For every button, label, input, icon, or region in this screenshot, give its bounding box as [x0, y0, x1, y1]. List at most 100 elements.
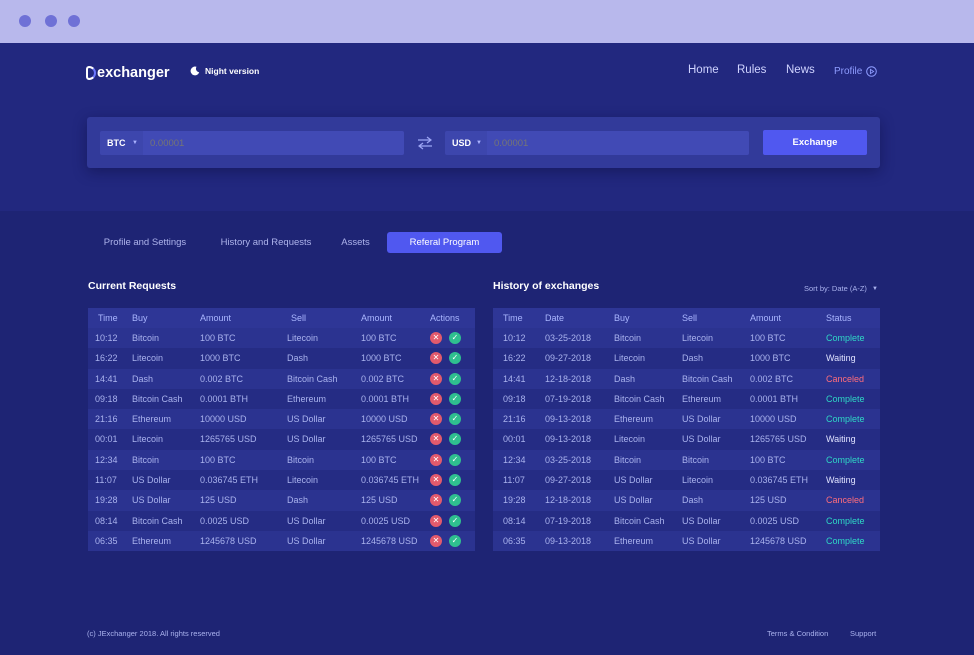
- confirm-request-icon[interactable]: ✓: [449, 433, 461, 446]
- cancel-request-icon[interactable]: ✕: [430, 514, 442, 527]
- exchange-button[interactable]: Exchange: [763, 130, 867, 155]
- night-version-toggle[interactable]: Night version: [190, 66, 259, 76]
- support-link[interactable]: Support: [850, 629, 877, 638]
- cancel-request-icon[interactable]: ✕: [430, 494, 442, 507]
- table-cell: Bitcoin Cash: [682, 373, 733, 384]
- swap-icon[interactable]: [417, 136, 433, 150]
- confirm-request-icon[interactable]: ✓: [449, 494, 461, 507]
- table-cell: Dash: [682, 495, 704, 506]
- confirm-request-icon[interactable]: ✓: [449, 392, 461, 405]
- logo-text: exchanger: [97, 65, 170, 81]
- cancel-request-icon[interactable]: ✕: [430, 413, 442, 426]
- cancel-request-icon[interactable]: ✕: [430, 372, 442, 385]
- table-cell: 1265765 USD: [200, 434, 257, 445]
- status-badge: Complete: [826, 393, 865, 404]
- tab-history-requests[interactable]: History and Requests: [220, 237, 312, 248]
- maximize-window-button[interactable]: [68, 15, 80, 27]
- confirm-request-icon[interactable]: ✓: [449, 332, 461, 344]
- table-cell: Ethereum: [132, 414, 172, 425]
- confirm-request-icon[interactable]: ✓: [449, 453, 461, 466]
- confirm-request-icon[interactable]: ✓: [449, 413, 461, 426]
- to-amount-input[interactable]: [487, 131, 749, 155]
- table-cell: Bitcoin Cash: [132, 393, 183, 404]
- status-badge: Complete: [826, 454, 865, 465]
- table-cell: 100 BTC: [200, 454, 236, 465]
- logo[interactable]: exchanger: [86, 64, 170, 82]
- confirm-request-icon[interactable]: ✓: [449, 474, 461, 487]
- table-cell: 1265765 USD: [361, 434, 418, 445]
- table-cell: US Dollar: [682, 434, 721, 445]
- cancel-request-icon[interactable]: ✕: [430, 453, 442, 466]
- sort-label: Sort by: Date (A-Z): [804, 284, 867, 293]
- column-header: Actions: [430, 313, 460, 323]
- table-cell: Bitcoin: [614, 454, 642, 465]
- cancel-request-icon[interactable]: ✕: [430, 332, 442, 344]
- night-version-label: Night version: [205, 66, 260, 76]
- table-cell: 06:35: [503, 535, 526, 546]
- table-cell: Bitcoin Cash: [132, 515, 183, 526]
- minimize-window-button[interactable]: [45, 15, 57, 27]
- table-cell: 0.0001 BTH: [200, 393, 249, 404]
- cancel-request-icon[interactable]: ✕: [430, 433, 442, 446]
- confirm-request-icon[interactable]: ✓: [449, 514, 461, 527]
- table-cell: 0.0025 USD: [200, 515, 250, 526]
- current-requests-title: Current Requests: [88, 280, 177, 292]
- table-cell: Bitcoin Cash: [287, 373, 338, 384]
- status-badge: Complete: [826, 515, 865, 526]
- table-cell: 10000 USD: [750, 414, 797, 425]
- sort-dropdown[interactable]: Sort by: Date (A-Z) ▼: [804, 284, 878, 293]
- table-cell: 0.0001 BTH: [361, 393, 410, 404]
- table-cell: 10000 USD: [200, 414, 247, 425]
- table-cell: 07-19-2018: [545, 393, 592, 404]
- confirm-request-icon[interactable]: ✓: [449, 534, 461, 547]
- tab-profile-settings[interactable]: Profile and Settings: [103, 237, 187, 248]
- exchange-card: BTC ▼ USD ▼ Exchange: [87, 117, 880, 168]
- tab-referal-program[interactable]: Referal Program: [387, 232, 502, 253]
- table-cell: 19:28: [95, 495, 118, 506]
- table-cell: 0.0025 USD: [361, 515, 411, 526]
- confirm-request-icon[interactable]: ✓: [449, 372, 461, 385]
- nav-news[interactable]: News: [786, 64, 815, 76]
- confirm-request-icon[interactable]: ✓: [449, 352, 461, 365]
- nav-home[interactable]: Home: [688, 64, 719, 76]
- cancel-request-icon[interactable]: ✕: [430, 534, 442, 547]
- from-amount-input[interactable]: [143, 131, 404, 155]
- table-cell: 1265765 USD: [750, 434, 807, 445]
- cancel-request-icon[interactable]: ✕: [430, 392, 442, 405]
- close-window-button[interactable]: [19, 15, 31, 27]
- nav-profile[interactable]: Profile: [834, 66, 878, 77]
- table-cell: Litecoin: [287, 333, 319, 343]
- table-cell: 09-13-2018: [545, 414, 592, 425]
- table-cell: Bitcoin Cash: [614, 393, 665, 404]
- terms-link[interactable]: Terms & Condition: [767, 629, 829, 638]
- table-cell: 00:01: [503, 434, 526, 445]
- table-row: 11:07 US Dollar 0.036745 ETH Litecoin 0.0367…: [88, 470, 475, 491]
- table-cell: 1245678 USD: [361, 535, 418, 546]
- table-cell: 21:16: [503, 414, 526, 425]
- table-cell: Dash: [287, 353, 309, 364]
- table-cell: US Dollar: [287, 434, 326, 445]
- chevron-down-icon: ▼: [476, 140, 482, 146]
- tab-assets[interactable]: Assets: [341, 237, 370, 248]
- cancel-request-icon[interactable]: ✕: [430, 352, 442, 365]
- table-cell: 12:34: [503, 454, 526, 465]
- table-row: 16:22 Litecoin 1000 BTC Dash 1000 BTC ✕ ✓: [88, 348, 475, 369]
- table-row: 11:07 09-27-2018 US Dollar Litecoin 0.036745…: [493, 470, 880, 491]
- table-cell: 0.0001 BTH: [750, 393, 799, 404]
- status-badge: Canceled: [826, 495, 865, 506]
- table-cell: Dash: [614, 373, 636, 384]
- table-cell: Ethereum: [287, 393, 327, 404]
- to-currency-select[interactable]: USD ▼: [445, 131, 487, 155]
- from-currency-select[interactable]: BTC ▼: [100, 131, 143, 155]
- nav-rules[interactable]: Rules: [737, 64, 767, 76]
- table-cell: 03-25-2018: [545, 454, 592, 465]
- cancel-request-icon[interactable]: ✕: [430, 474, 442, 487]
- table-cell: 0.0025 USD: [750, 515, 800, 526]
- table-cell: 03-25-2018: [545, 333, 592, 343]
- table-cell: 09-27-2018: [545, 475, 592, 486]
- from-currency-value: BTC: [107, 138, 126, 148]
- table-header: Time Date Buy Sell Amount Status: [493, 308, 880, 328]
- table-cell: Litecoin: [682, 475, 714, 486]
- table-cell: 09:18: [95, 393, 118, 404]
- table-row: 12:34 03-25-2018 Bitcoin Bitcoin 100 BTC Comp…: [493, 449, 880, 471]
